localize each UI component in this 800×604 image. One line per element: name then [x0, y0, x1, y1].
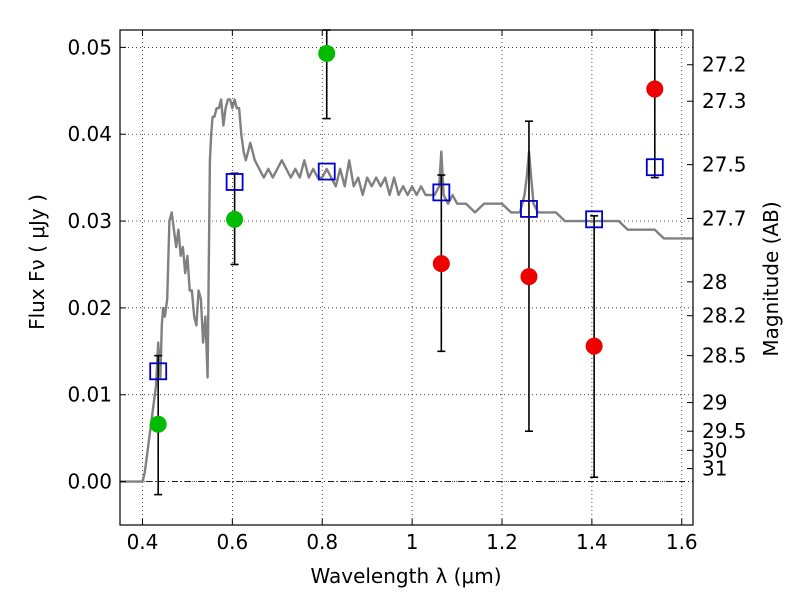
magnitude-tick-label: 27.7	[702, 206, 747, 230]
model-square-point	[645, 158, 664, 177]
observed-flux-point	[432, 255, 450, 273]
tick-layer: 0.4 0.6 0.8 1 1.2 1.4 1.6 0.00 0.01 0.02 0.03 0.04 0…	[67, 30, 747, 554]
x-tick-label: 0.8	[306, 530, 338, 554]
model-square-point	[149, 362, 168, 381]
x-axis-label: Wavelength λ (μm)	[310, 564, 501, 588]
y-axis-right-label: Magnitude (AB)	[759, 201, 783, 356]
marker-layer	[149, 44, 664, 433]
x-tick-label: 1.4	[576, 530, 608, 554]
model-square-point	[520, 199, 538, 218]
y-tick-label: 0.03	[67, 209, 112, 233]
y-axis-label: Flux Fν ( μJy )	[25, 194, 49, 330]
observed-flux-point	[318, 44, 336, 62]
magnitude-tick-label: 28	[702, 270, 727, 294]
x-tick-label: 0.4	[127, 530, 159, 554]
model-square-point	[585, 210, 604, 229]
observed-flux-point	[520, 268, 538, 286]
observed-flux-point	[585, 337, 603, 355]
x-tick-label: 0.6	[216, 530, 248, 554]
y-tick-label: 0.05	[67, 35, 112, 59]
observed-flux-point	[646, 80, 664, 98]
observed-flux-point	[226, 210, 244, 228]
magnitude-tick-label: 31	[702, 457, 727, 481]
magnitude-tick-label: 27.2	[702, 53, 747, 77]
model-square-point	[225, 173, 244, 191]
magnitude-tick-label: 28.5	[702, 344, 747, 368]
y-tick-label: 0.04	[67, 122, 112, 146]
plot-frame	[119, 29, 694, 526]
observed-flux-point	[149, 415, 167, 433]
x-tick-label: 1	[406, 530, 419, 554]
magnitude-tick-label: 29.5	[702, 419, 747, 443]
y-tick-label: 0.01	[67, 383, 112, 407]
model-spectrum-line	[120, 98, 693, 483]
magnitude-tick-label: 29	[702, 391, 727, 415]
spectrum-layer	[120, 98, 693, 483]
x-tick-label: 1.2	[486, 530, 518, 554]
y-tick-label: 0.00	[67, 470, 112, 494]
model-square-point	[317, 162, 336, 181]
y-tick-label: 0.02	[67, 296, 112, 320]
magnitude-tick-label: 27.5	[702, 153, 747, 177]
grid-layer	[120, 30, 693, 525]
magnitude-tick-label: 27.3	[702, 89, 747, 113]
magnitude-tick-label: 28.2	[702, 304, 747, 328]
model-square-point	[432, 183, 451, 202]
magnitude-tick-label: 30	[702, 438, 727, 462]
x-tick-label: 1.6	[666, 530, 698, 554]
